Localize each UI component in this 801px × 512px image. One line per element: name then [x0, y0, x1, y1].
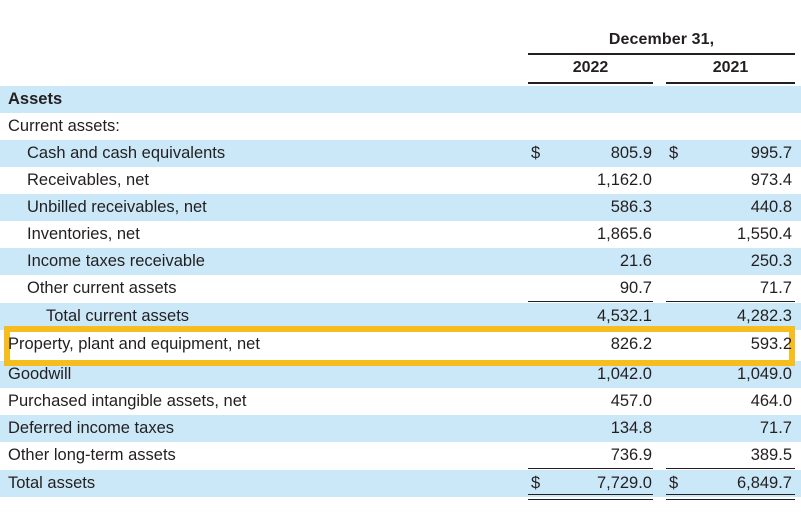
table-row: Unbilled receivables, net 586.3 440.8	[0, 194, 801, 221]
row-value-2022: 736.9	[610, 446, 652, 464]
table-row: Deferred income taxes 134.8 71.7	[0, 415, 801, 442]
row-value-2021: 389.5	[750, 446, 792, 464]
table-row: Other long-term assets 736.9 389.5	[0, 442, 801, 469]
row-value-2022: 1,865.6	[596, 225, 652, 243]
row-value-2022: 805.9	[610, 144, 652, 162]
row-value-2021: 250.3	[750, 252, 792, 270]
subsection-title-row: Current assets:	[0, 113, 801, 140]
column-header-year-2021: 2021	[712, 59, 749, 76]
row-label: Total assets	[8, 474, 96, 492]
currency-symbol-2022: $	[531, 474, 541, 492]
row-value-2021: 995.7	[750, 144, 792, 162]
row-value-2021: 71.7	[759, 279, 792, 297]
row-label: Total current assets	[46, 307, 190, 325]
highlight-box-property-plant-equipment	[4, 326, 795, 366]
row-value-2021: 593.2	[750, 335, 792, 353]
table-row-total: Total assets $ 7,729.0 $ 6,849.7	[0, 470, 801, 497]
currency-symbol-2021: $	[669, 144, 679, 162]
row-label: Other current assets	[27, 279, 177, 297]
row-value-2021: 1,049.0	[736, 365, 792, 383]
row-label: Deferred income taxes	[8, 419, 174, 437]
row-label: Property, plant and equipment, net	[8, 335, 260, 353]
row-value-2022: 457.0	[610, 392, 652, 410]
row-value-2022: 21.6	[619, 252, 652, 270]
row-value-2021: 464.0	[750, 392, 792, 410]
section-title-row: Assets	[0, 86, 801, 113]
total-rule-2022	[528, 468, 653, 470]
row-value-2022: 1,162.0	[596, 171, 652, 189]
row-value-2021: 1,550.4	[736, 225, 792, 243]
row-label: Unbilled receivables, net	[27, 198, 207, 216]
row-label: Income taxes receivable	[27, 252, 205, 270]
subtotal-rule-2022	[528, 301, 653, 303]
row-label: Cash and cash equivalents	[27, 144, 226, 162]
row-label: Purchased intangible assets, net	[8, 392, 247, 410]
column-header-year-2022: 2022	[572, 59, 609, 76]
table-row: Purchased intangible assets, net 457.0 4…	[0, 388, 801, 415]
column-header-date: December 31,	[608, 31, 715, 48]
header-rule-year-2021	[666, 82, 795, 84]
table-row: Income taxes receivable 21.6 250.3	[0, 248, 801, 275]
header-rule-date	[528, 53, 795, 55]
grand-total-double-rule-2021	[666, 494, 795, 500]
row-value-2022: 586.3	[610, 198, 652, 216]
row-value-2022: 4,532.1	[596, 307, 652, 325]
row-label: Inventories, net	[27, 225, 140, 243]
currency-symbol-2022: $	[531, 144, 541, 162]
table-row: Cash and cash equivalents $ 805.9 $ 995.…	[0, 140, 801, 167]
subsection-title-current-assets: Current assets:	[8, 117, 120, 135]
row-value-2022: 7,729.0	[596, 474, 652, 492]
total-rule-2021	[666, 468, 795, 470]
table-row-highlighted: Property, plant and equipment, net 826.2…	[0, 331, 801, 358]
row-value-2022: 826.2	[610, 335, 652, 353]
row-value-2021: 973.4	[750, 171, 792, 189]
row-label: Goodwill	[8, 365, 72, 383]
row-label: Other long-term assets	[8, 446, 176, 464]
grand-total-double-rule-2022	[528, 494, 653, 500]
row-value-2021: 440.8	[750, 198, 792, 216]
row-value-2022: 90.7	[619, 279, 652, 297]
row-value-2022: 134.8	[610, 419, 652, 437]
table-row-subtotal: Total current assets 4,532.1 4,282.3	[0, 303, 801, 330]
currency-symbol-2021: $	[669, 474, 679, 492]
table-row: Inventories, net 1,865.6 1,550.4	[0, 221, 801, 248]
table-row: Other current assets 90.7 71.7	[0, 275, 801, 302]
header-rule-year-2022	[528, 82, 653, 84]
row-value-2021: 4,282.3	[736, 307, 792, 325]
table-row: Receivables, net 1,162.0 973.4	[0, 167, 801, 194]
section-title-assets: Assets	[8, 90, 63, 108]
row-value-2022: 1,042.0	[596, 365, 652, 383]
row-value-2021: 71.7	[759, 419, 792, 437]
row-value-2021: 6,849.7	[736, 474, 792, 492]
subtotal-rule-2021	[666, 301, 795, 303]
row-label: Receivables, net	[27, 171, 149, 189]
